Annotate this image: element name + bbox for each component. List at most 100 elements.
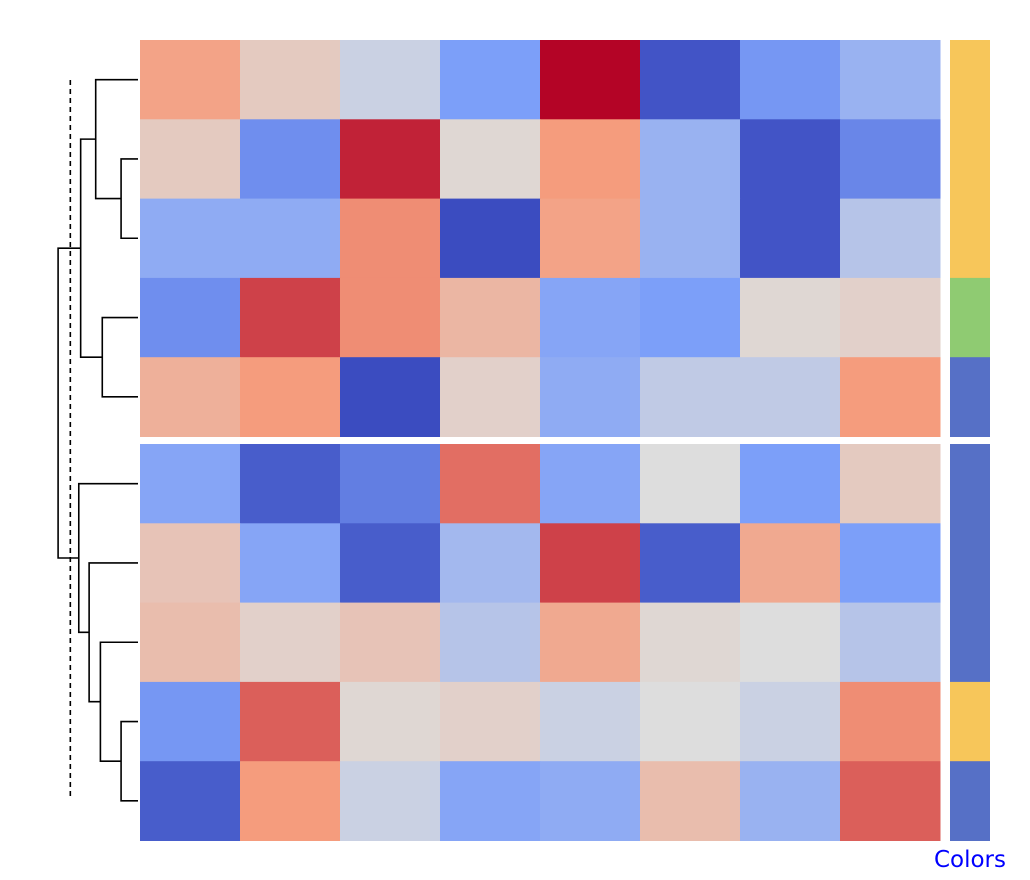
heatmap-cell-r7-c5	[640, 602, 741, 683]
heatmap-cell-r6-c4	[540, 523, 641, 604]
heatmap-cell-r5-c1	[240, 444, 341, 524]
row-colors-label: Colors	[934, 847, 1006, 873]
heatmap-cell-r4-c0	[140, 357, 241, 437]
heatmap-cell-r7-c0	[140, 602, 241, 683]
heatmap-cell-r5-c6	[740, 444, 841, 524]
heatmap-cell-r6-c2	[340, 523, 441, 604]
heatmap-cells	[140, 40, 941, 841]
heatmap-cell-r8-c3	[440, 681, 541, 762]
heatmap-cell-r6-c0	[140, 523, 241, 604]
heatmap-cell-r1-c4	[540, 119, 641, 200]
heatmap-cell-r5-c5	[640, 444, 741, 524]
heatmap-cell-r5-c3	[440, 444, 541, 524]
dendrogram-link-8	[57, 247, 81, 559]
dendrogram-link-7	[77, 482, 138, 634]
heatmap-cell-r4-c3	[440, 357, 541, 437]
dendrogram-link-4	[120, 720, 138, 802]
row-color-r5	[950, 444, 990, 524]
heatmap-cell-r2-c7	[840, 198, 941, 279]
heatmap-cell-r4-c5	[640, 357, 741, 437]
heatmap-cell-r1-c3	[440, 119, 541, 200]
heatmap-cell-r0-c2	[340, 40, 441, 120]
heatmap-cell-r1-c7	[840, 119, 941, 200]
heatmap-cell-r2-c2	[340, 198, 441, 279]
heatmap-cell-r0-c7	[840, 40, 941, 120]
heatmap-cell-r6-c3	[440, 523, 541, 604]
heatmap-cell-r6-c1	[240, 523, 341, 604]
heatmap-cell-r6-c6	[740, 523, 841, 604]
heatmap-cell-r8-c6	[740, 681, 841, 762]
heatmap-cell-r9-c5	[640, 761, 741, 841]
heatmap-cell-r3-c7	[840, 277, 941, 358]
heatmap-cell-r3-c3	[440, 277, 541, 358]
row-color-r1	[950, 119, 990, 200]
heatmap-cell-r8-c0	[140, 681, 241, 762]
heatmap-cell-r2-c1	[240, 198, 341, 279]
row-color-r6	[950, 523, 990, 604]
heatmap-cell-r5-c4	[540, 444, 641, 524]
heatmap-cell-r9-c0	[140, 761, 241, 841]
heatmap-cell-r1-c2	[340, 119, 441, 200]
heatmap-cell-r0-c5	[640, 40, 741, 120]
heatmap-cell-r0-c6	[740, 40, 841, 120]
heatmap-cell-r1-c5	[640, 119, 741, 200]
heatmap-cell-r2-c4	[540, 198, 641, 279]
heatmap-cell-r1-c0	[140, 119, 241, 200]
heatmap-cell-r1-c1	[240, 119, 341, 200]
row-color-r9	[950, 761, 990, 841]
heatmap-cell-r4-c6	[740, 357, 841, 437]
heatmap-cell-r2-c6	[740, 198, 841, 279]
heatmap-cell-r7-c1	[240, 602, 341, 683]
dendrogram-link-6	[88, 562, 138, 703]
heatmap-cell-r8-c1	[240, 681, 341, 762]
heatmap-cell-r3-c0	[140, 277, 241, 358]
heatmap-cell-r2-c5	[640, 198, 741, 279]
dendrogram-link-5	[99, 641, 138, 762]
dendrogram-link-1	[94, 78, 138, 200]
heatmap-cell-r3-c4	[540, 277, 641, 358]
heatmap-cell-r9-c3	[440, 761, 541, 841]
dendrogram-link-2	[101, 316, 138, 398]
heatmap-cell-r9-c6	[740, 761, 841, 841]
dendrogram-link-3	[79, 138, 103, 358]
heatmap-cell-r9-c4	[540, 761, 641, 841]
heatmap-cell-r9-c7	[840, 761, 941, 841]
heatmap-cell-r4-c7	[840, 357, 941, 437]
heatmap-cell-r5-c7	[840, 444, 941, 524]
heatmap-cell-r4-c4	[540, 357, 641, 437]
heatmap-cell-r0-c3	[440, 40, 541, 120]
heatmap-cell-r6-c5	[640, 523, 741, 604]
row-color-r2	[950, 198, 990, 279]
heatmap-cell-r7-c4	[540, 602, 641, 683]
heatmap-cell-r2-c0	[140, 198, 241, 279]
heatmap-cell-r4-c1	[240, 357, 341, 437]
row-color-r0	[950, 40, 990, 120]
row-color-r3	[950, 277, 990, 358]
heatmap-cell-r7-c7	[840, 602, 941, 683]
heatmap-cell-r8-c5	[640, 681, 741, 762]
heatmap-cell-r5-c2	[340, 444, 441, 524]
heatmap-cell-r4-c2	[340, 357, 441, 437]
heatmap-cell-r9-c2	[340, 761, 441, 841]
heatmap-cell-r3-c2	[340, 277, 441, 358]
heatmap-cell-r8-c7	[840, 681, 941, 762]
heatmap-cell-r3-c6	[740, 277, 841, 358]
heatmap-cell-r7-c3	[440, 602, 541, 683]
heatmap-cell-r3-c5	[640, 277, 741, 358]
row-colors-strip	[950, 40, 990, 841]
heatmap-cell-r8-c2	[340, 681, 441, 762]
heatmap-cell-r0-c0	[140, 40, 241, 120]
row-dendrogram	[57, 78, 138, 802]
heatmap-cell-r5-c0	[140, 444, 241, 524]
heatmap-cell-r0-c4	[540, 40, 641, 120]
heatmap-cell-r1-c6	[740, 119, 841, 200]
row-color-r8	[950, 681, 990, 762]
heatmap-cell-r9-c1	[240, 761, 341, 841]
row-color-r4	[950, 357, 990, 437]
heatmap-cell-r3-c1	[240, 277, 341, 358]
dendrogram-link-0	[120, 158, 138, 240]
heatmap-cell-r7-c6	[740, 602, 841, 683]
heatmap-cell-r7-c2	[340, 602, 441, 683]
heatmap-cell-r6-c7	[840, 523, 941, 604]
heatmap-cell-r8-c4	[540, 681, 641, 762]
